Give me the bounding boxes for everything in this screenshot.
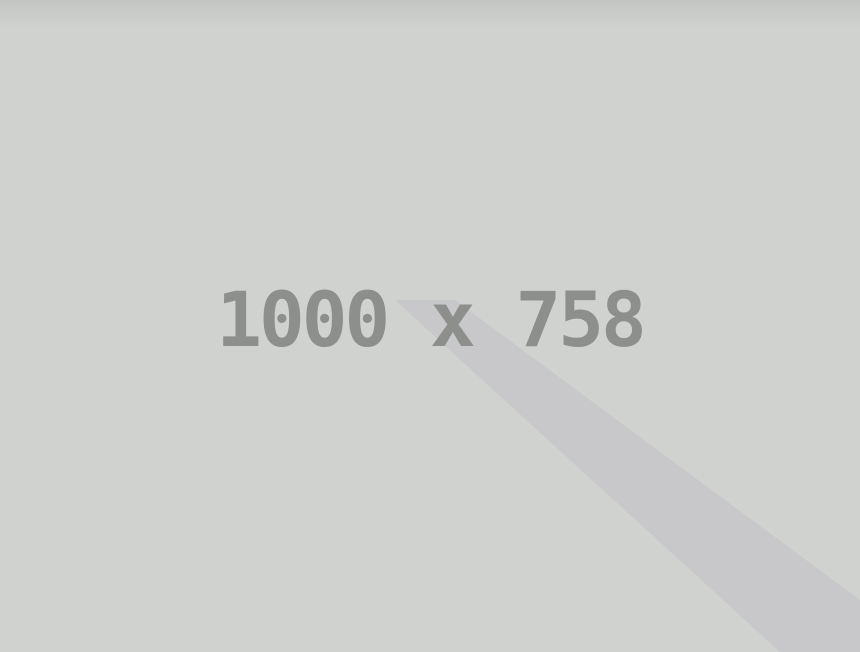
top-shade	[0, 0, 860, 30]
dimension-label: 1000 x 758	[216, 275, 647, 364]
